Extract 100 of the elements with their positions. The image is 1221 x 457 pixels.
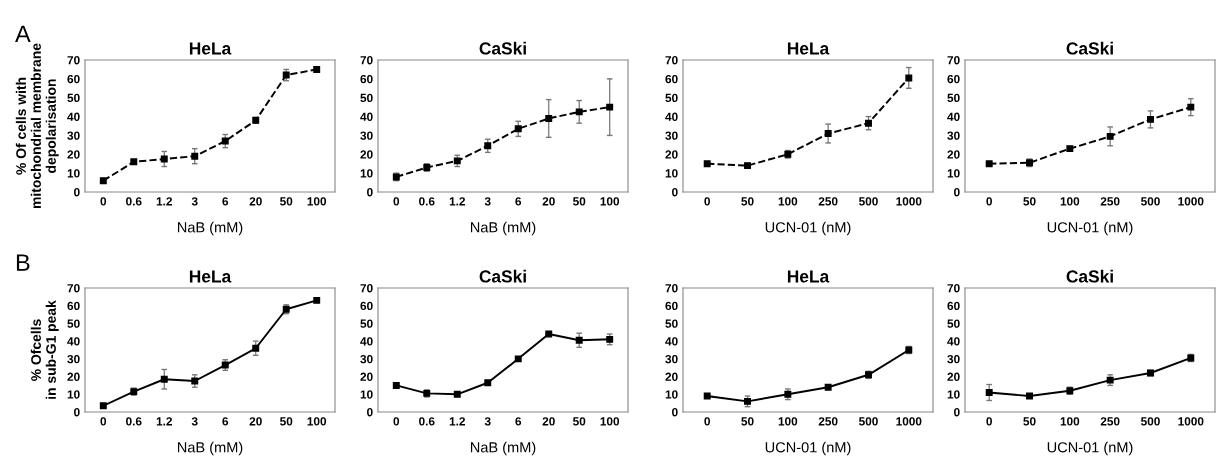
point [824, 130, 832, 138]
x-tick-label: 250 [818, 417, 838, 426]
x-axis-title: UCN-01 (nM) [1047, 441, 1133, 456]
x-tick-label: 6 [515, 417, 522, 426]
x-tick-label: 250 [1100, 417, 1120, 426]
point [865, 119, 872, 127]
x-tick-label: 100 [1060, 197, 1080, 206]
text: A [15, 25, 31, 42]
y-tick-label: 70 [67, 56, 80, 65]
x-tick-label: 1000 [1178, 417, 1204, 426]
y-tick-label: 0 [74, 188, 80, 197]
y-tick-label: 50 [947, 93, 960, 103]
chart-title: HeLa [787, 42, 830, 55]
chart-title: CaSki [479, 41, 526, 55]
x-tick-label: 50 [280, 197, 293, 206]
x-axis-title: NaB (mM) [177, 221, 243, 236]
x-tick-label: 6 [222, 417, 229, 426]
y-axis-title: % Of cells with mitochondrial membrane depolarisation [15, 43, 59, 209]
x-tick-label: 0.6 [126, 417, 142, 426]
y-tick-label: 30 [67, 131, 80, 140]
x-axis-title: NaB (mM) [470, 221, 536, 236]
x-tick-label: 50 [741, 197, 754, 206]
chart-title: HeLa [189, 270, 232, 283]
point [191, 152, 199, 160]
y-tick-label: 40 [360, 112, 373, 121]
y-tick-label: 50 [947, 319, 960, 328]
y-tick-label: 70 [947, 56, 960, 65]
point [1106, 132, 1114, 140]
x-tick-label: 3 [484, 197, 491, 206]
x-tick-label: 1.2 [156, 417, 172, 426]
y-tick-label: 20 [665, 372, 678, 381]
y-tick-label: 70 [947, 284, 960, 293]
y-tick-label: 40 [665, 112, 678, 121]
y-tick-label: 40 [665, 337, 678, 346]
y-tick-label: 0 [672, 408, 678, 417]
y-tick-label: 0 [672, 188, 678, 197]
x-tick-label: 100 [307, 197, 327, 206]
x-tick-label: 20 [249, 417, 262, 426]
x-tick-label: 500 [859, 197, 878, 206]
x-tick-label: 0 [704, 417, 710, 426]
y-tick-label: 20 [360, 372, 373, 381]
x-axis-title: NaB (mM) [177, 441, 243, 456]
x-tick-label: 500 [859, 417, 878, 426]
x-tick-label: 1000 [896, 197, 922, 206]
x-tick-label: 0 [100, 197, 107, 206]
point [545, 114, 553, 122]
y-tick-label: 10 [665, 390, 678, 399]
point [606, 103, 614, 111]
x-tick-label: 50 [741, 417, 754, 426]
y-tick-label: 30 [360, 354, 373, 364]
y-tick-label: 30 [665, 131, 678, 140]
x-axis-title: UCN-01 (nM) [1047, 221, 1133, 236]
y-tick-label: 30 [67, 354, 80, 364]
x-tick-label: 0 [100, 417, 107, 426]
text: B [16, 254, 30, 271]
x-tick-label: 500 [1141, 197, 1160, 206]
y-tick-label: 50 [665, 93, 678, 103]
x-tick-label: 100 [778, 417, 798, 426]
x-tick-label: 1.2 [156, 197, 172, 206]
x-tick-label: 0.6 [419, 197, 435, 206]
x-tick-label: 1.2 [449, 197, 465, 206]
x-tick-label: 50 [573, 197, 586, 206]
x-tick-label: 0 [986, 197, 992, 206]
x-tick-label: 1000 [1178, 197, 1204, 206]
y-tick-label: 70 [665, 56, 678, 65]
y-tick-label: 70 [665, 284, 678, 293]
x-tick-label: 3 [191, 417, 198, 426]
y-tick-label: 40 [360, 337, 373, 346]
y-tick-label: 10 [665, 169, 678, 178]
x-axis-title: UCN-01 (nM) [765, 441, 851, 456]
point [575, 108, 583, 116]
y-tick-label: 0 [367, 408, 373, 417]
point [252, 344, 260, 352]
y-tick-label: 20 [665, 150, 678, 159]
x-tick-label: 0 [704, 197, 710, 206]
y-tick-label: 0 [74, 408, 80, 417]
x-tick-label: 50 [573, 417, 586, 426]
y-tick-label: 20 [947, 150, 960, 159]
y-tick-label: 70 [360, 284, 373, 293]
y-tick-label: 10 [947, 169, 960, 178]
x-tick-label: 1000 [896, 417, 922, 426]
y-tick-label: 40 [67, 112, 80, 121]
chart-title: HeLa [189, 42, 232, 55]
x-tick-label: 100 [600, 197, 620, 206]
y-tick-label: 40 [947, 337, 960, 346]
y-tick-label: 60 [665, 301, 678, 311]
x-tick-label: 250 [818, 197, 838, 206]
y-tick-label: 70 [67, 284, 80, 293]
y-tick-label: 60 [67, 301, 80, 311]
y-tick-label: 10 [67, 169, 80, 178]
x-tick-label: 1.2 [449, 417, 465, 426]
y-tick-label: 50 [665, 319, 678, 328]
y-tick-label: 10 [360, 169, 373, 178]
x-tick-label: 100 [600, 417, 620, 426]
x-tick-label: 6 [515, 197, 522, 206]
y-tick-label: 40 [947, 112, 960, 121]
x-tick-label: 6 [222, 197, 229, 206]
x-tick-label: 3 [191, 197, 198, 206]
y-tick-label: 20 [67, 372, 80, 381]
y-tick-label: 60 [665, 74, 678, 84]
